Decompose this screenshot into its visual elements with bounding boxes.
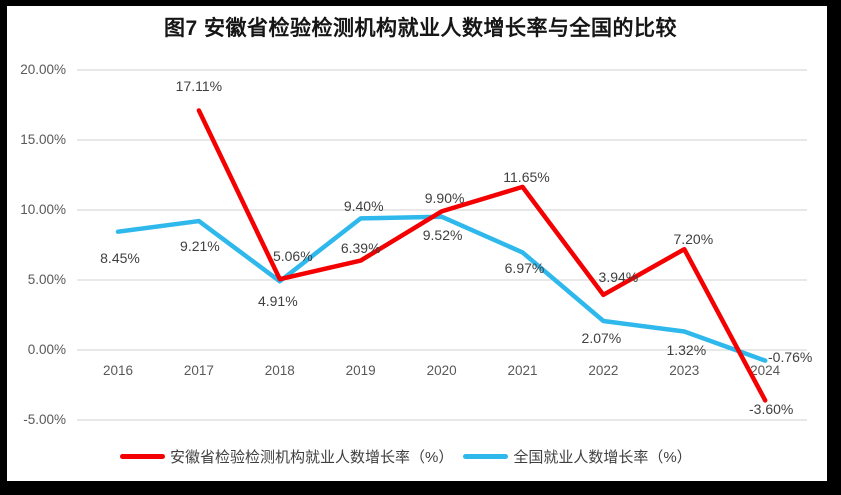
y-axis-tick-label: 10.00% xyxy=(20,202,66,217)
chart-canvas xyxy=(7,6,827,481)
x-axis-year-label: 2023 xyxy=(669,363,700,378)
x-axis-year-label: 2018 xyxy=(264,363,295,378)
data-point-label: 4.91% xyxy=(257,293,298,310)
data-point-label: 6.97% xyxy=(504,260,545,277)
legend-label-national: 全国就业人数增长率（%） xyxy=(513,448,692,466)
legend: 安徽省检验检测机构就业人数增长率（%） 全国就业人数增长率（%） xyxy=(120,445,692,467)
data-point-label: 5.06% xyxy=(272,248,313,265)
y-axis-tick-label: 0.00% xyxy=(27,342,66,357)
data-point-label: 11.65% xyxy=(503,168,550,185)
x-axis-year-label: 2019 xyxy=(345,363,376,378)
x-axis-year-label: 2024 xyxy=(750,363,781,378)
y-axis-tick-label: 20.00% xyxy=(20,62,66,77)
data-point-label: 3.94% xyxy=(598,268,639,285)
data-point-label: 9.52% xyxy=(422,226,463,243)
legend-item-national: 全国就业人数增长率（%） xyxy=(463,446,692,467)
legend-label-anhui: 安徽省检验检测机构就业人数增长率（%） xyxy=(170,448,454,466)
legend-item-anhui: 安徽省检验检测机构就业人数增长率（%） xyxy=(120,446,453,467)
data-point-label: 9.21% xyxy=(180,238,220,255)
y-axis-tick-label: 15.00% xyxy=(20,132,66,147)
data-point-label: 6.39% xyxy=(340,239,381,256)
x-axis-year-label: 2020 xyxy=(426,363,457,378)
y-axis-tick-label: 5.00% xyxy=(27,272,66,287)
x-axis-year-label: 2021 xyxy=(507,363,538,378)
data-point-label: 1.32% xyxy=(666,341,707,358)
series-line-national xyxy=(115,214,768,363)
x-axis-year-label: 2022 xyxy=(588,363,619,378)
data-point-label: -0.76% xyxy=(768,348,813,365)
data-point-label: -3.60% xyxy=(749,401,794,418)
chart-title: 图7 安徽省检验检测机构就业人数增长率与全国的比较 xyxy=(163,17,677,40)
x-axis-year-label: 2016 xyxy=(102,363,134,378)
x-axis-year-label: 2017 xyxy=(183,363,214,378)
series-line-anhui xyxy=(196,108,768,403)
data-point-label: 2.07% xyxy=(581,330,622,347)
data-point-label: 9.90% xyxy=(424,190,465,207)
data-point-label: 7.20% xyxy=(673,231,714,248)
data-point-label: 9.40% xyxy=(343,198,384,215)
legend-line-swatch-red xyxy=(120,453,165,459)
y-axis-tick-label: -5.00% xyxy=(23,412,66,427)
data-point-label: 8.45% xyxy=(100,249,140,266)
data-point-label: 17.11% xyxy=(175,78,223,95)
legend-line-swatch-blue xyxy=(463,453,509,459)
